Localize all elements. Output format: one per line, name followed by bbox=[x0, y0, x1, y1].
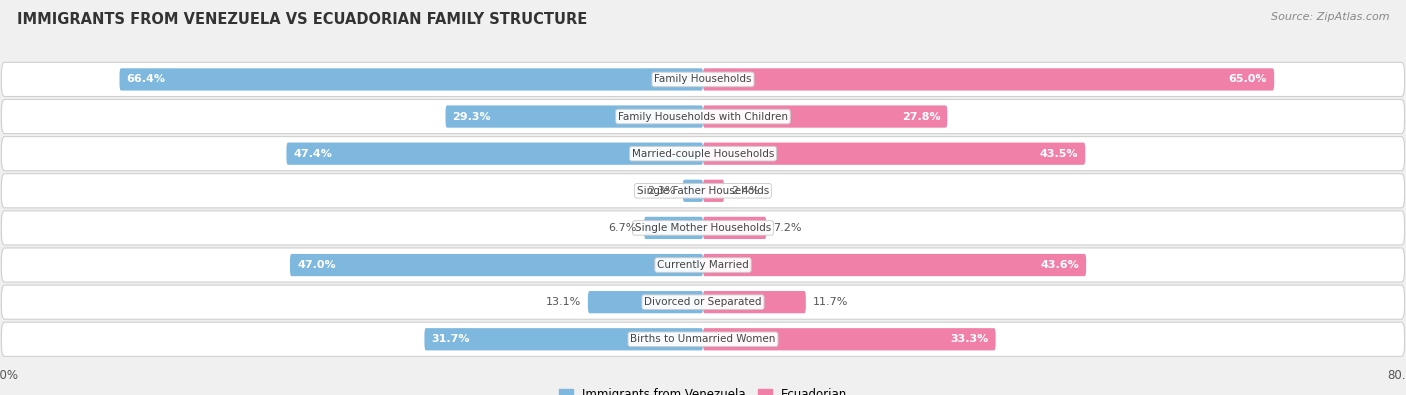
FancyBboxPatch shape bbox=[1, 322, 1405, 356]
FancyBboxPatch shape bbox=[644, 217, 703, 239]
FancyBboxPatch shape bbox=[703, 180, 724, 202]
FancyBboxPatch shape bbox=[1, 248, 1405, 282]
FancyBboxPatch shape bbox=[1, 100, 1405, 134]
FancyBboxPatch shape bbox=[1, 174, 1405, 208]
Text: Single Father Households: Single Father Households bbox=[637, 186, 769, 196]
FancyBboxPatch shape bbox=[425, 328, 703, 350]
Text: 2.4%: 2.4% bbox=[731, 186, 759, 196]
Text: 43.6%: 43.6% bbox=[1040, 260, 1080, 270]
FancyBboxPatch shape bbox=[703, 105, 948, 128]
Text: 47.0%: 47.0% bbox=[297, 260, 336, 270]
Text: 33.3%: 33.3% bbox=[950, 334, 988, 344]
FancyBboxPatch shape bbox=[1, 137, 1405, 171]
FancyBboxPatch shape bbox=[703, 217, 766, 239]
FancyBboxPatch shape bbox=[683, 180, 703, 202]
FancyBboxPatch shape bbox=[703, 68, 1274, 90]
Text: 11.7%: 11.7% bbox=[813, 297, 848, 307]
Text: Family Households: Family Households bbox=[654, 74, 752, 85]
FancyBboxPatch shape bbox=[446, 105, 703, 128]
Text: Currently Married: Currently Married bbox=[657, 260, 749, 270]
FancyBboxPatch shape bbox=[290, 254, 703, 276]
FancyBboxPatch shape bbox=[1, 211, 1405, 245]
Text: 31.7%: 31.7% bbox=[432, 334, 470, 344]
Text: 29.3%: 29.3% bbox=[453, 111, 491, 122]
Text: IMMIGRANTS FROM VENEZUELA VS ECUADORIAN FAMILY STRUCTURE: IMMIGRANTS FROM VENEZUELA VS ECUADORIAN … bbox=[17, 12, 588, 27]
Text: 13.1%: 13.1% bbox=[546, 297, 581, 307]
Text: Family Households with Children: Family Households with Children bbox=[619, 111, 787, 122]
FancyBboxPatch shape bbox=[703, 328, 995, 350]
Text: 47.4%: 47.4% bbox=[294, 149, 332, 159]
Text: Married-couple Households: Married-couple Households bbox=[631, 149, 775, 159]
FancyBboxPatch shape bbox=[703, 291, 806, 313]
FancyBboxPatch shape bbox=[120, 68, 703, 90]
FancyBboxPatch shape bbox=[703, 254, 1087, 276]
FancyBboxPatch shape bbox=[703, 143, 1085, 165]
Legend: Immigrants from Venezuela, Ecuadorian: Immigrants from Venezuela, Ecuadorian bbox=[554, 383, 852, 395]
Text: Births to Unmarried Women: Births to Unmarried Women bbox=[630, 334, 776, 344]
Text: 7.2%: 7.2% bbox=[773, 223, 801, 233]
Text: Source: ZipAtlas.com: Source: ZipAtlas.com bbox=[1271, 12, 1389, 22]
Text: 6.7%: 6.7% bbox=[609, 223, 637, 233]
Text: 65.0%: 65.0% bbox=[1229, 74, 1267, 85]
FancyBboxPatch shape bbox=[287, 143, 703, 165]
FancyBboxPatch shape bbox=[588, 291, 703, 313]
FancyBboxPatch shape bbox=[1, 62, 1405, 96]
FancyBboxPatch shape bbox=[1, 285, 1405, 319]
Text: 66.4%: 66.4% bbox=[127, 74, 166, 85]
Text: 2.3%: 2.3% bbox=[647, 186, 676, 196]
Text: Divorced or Separated: Divorced or Separated bbox=[644, 297, 762, 307]
Text: 43.5%: 43.5% bbox=[1039, 149, 1078, 159]
Text: 27.8%: 27.8% bbox=[901, 111, 941, 122]
Text: Single Mother Households: Single Mother Households bbox=[636, 223, 770, 233]
